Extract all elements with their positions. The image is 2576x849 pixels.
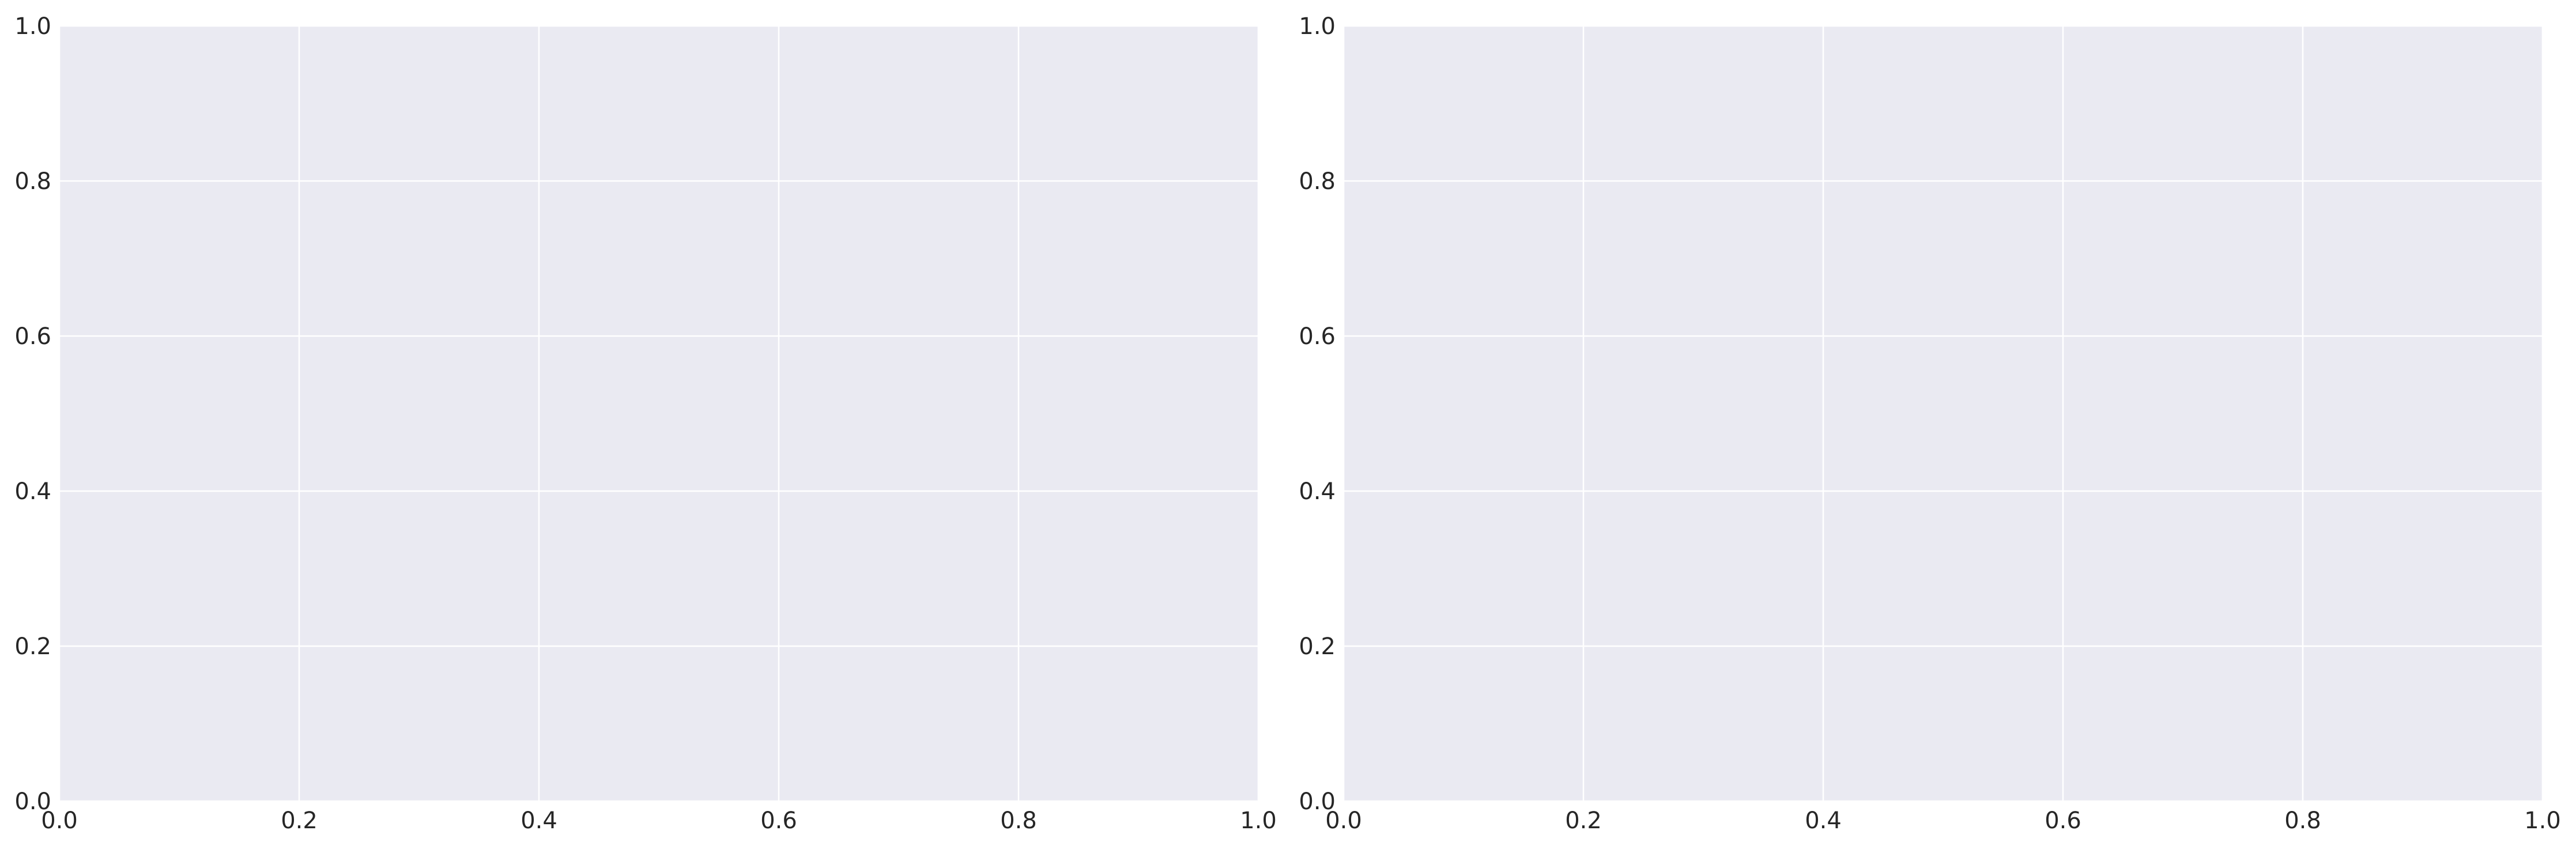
y-tick-label: 0.4	[14, 478, 51, 505]
y-tick-label: 0.0	[1299, 788, 1336, 815]
y-tick-label: 0.6	[14, 323, 51, 350]
x-tick-label: 1.0	[1240, 808, 1277, 834]
plot-area	[1344, 26, 2543, 801]
subplot-right: 0.0 0.2 0.4 0.6 0.8 1.0 0.0 0.2 0.4 0.6 0.8 1.0	[1299, 13, 2560, 834]
y-tick-label: 0.6	[1299, 323, 1336, 350]
x-tick-label: 0.6	[760, 808, 797, 834]
y-tick-label: 1.0	[14, 13, 51, 40]
x-tick-label: 0.0	[41, 808, 78, 834]
y-tick-label: 0.2	[1299, 633, 1336, 660]
plot-area	[59, 26, 1258, 801]
x-tick-label: 0.8	[1000, 808, 1037, 834]
x-tick-label: 1.0	[2524, 808, 2561, 834]
y-tick-label: 0.8	[14, 168, 51, 195]
x-tick-label: 0.2	[281, 808, 318, 834]
y-tick-label: 0.2	[14, 633, 51, 660]
y-tick-label: 0.4	[1299, 478, 1336, 505]
y-tick-label: 0.8	[1299, 168, 1336, 195]
y-tick-label: 0.0	[14, 788, 51, 815]
x-tick-label: 0.4	[1805, 808, 1842, 834]
x-tick-label: 0.0	[1325, 808, 1362, 834]
y-tick-label: 1.0	[1299, 13, 1336, 40]
x-tick-label: 0.8	[2284, 808, 2321, 834]
x-tick-label: 0.2	[1565, 808, 1602, 834]
x-tick-label: 0.6	[2045, 808, 2081, 834]
subplot-left: 0.0 0.2 0.4 0.6 0.8 1.0 0.0 0.2 0.4 0.6 0.8 1.0	[14, 13, 1276, 834]
x-tick-label: 0.4	[521, 808, 557, 834]
